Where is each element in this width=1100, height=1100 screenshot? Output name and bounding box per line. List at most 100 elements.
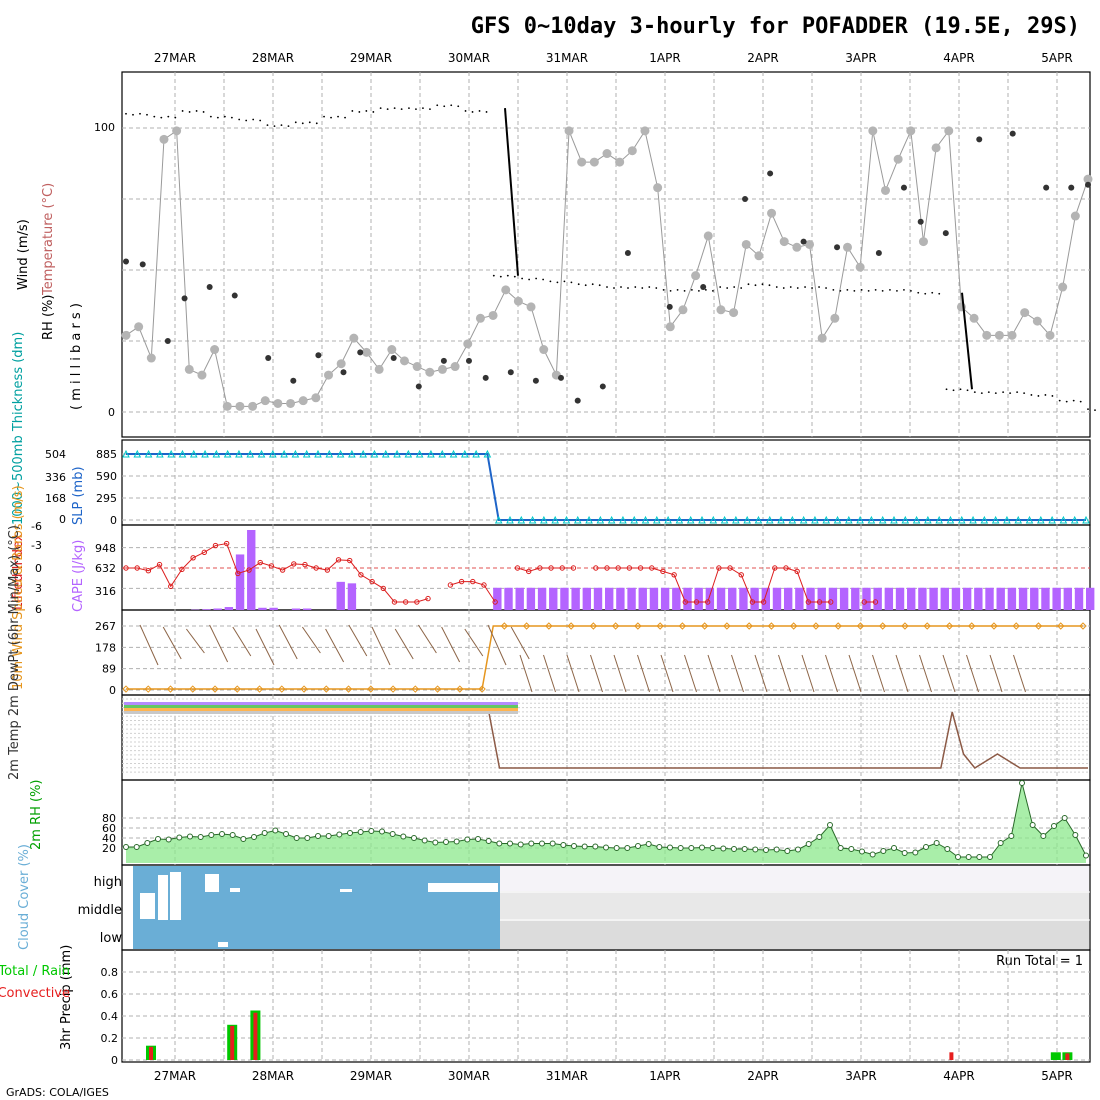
- pressure-dot: [287, 125, 290, 128]
- cloud-gap: [170, 872, 181, 920]
- thickness-point: [336, 449, 345, 458]
- wind-barb: [989, 654, 1003, 693]
- pressure-dot: [1065, 400, 1068, 403]
- pressure-dot: [195, 110, 198, 112]
- date-label-bottom: 31MAR: [546, 1069, 588, 1083]
- wind-barb: [684, 654, 697, 693]
- thickness-point: [867, 515, 876, 524]
- thickness-point: [777, 515, 785, 524]
- upper-ytick-100: 100: [94, 121, 115, 134]
- pressure-dot: [230, 116, 233, 119]
- pressure-dot: [450, 104, 453, 107]
- rh-point: [159, 134, 169, 144]
- cape-bar: [705, 587, 715, 610]
- temp-point: [290, 377, 297, 384]
- rh2m-point: [699, 844, 705, 851]
- rh2m-point: [955, 854, 961, 860]
- pressure-dot: [832, 288, 835, 291]
- wind-barb: [394, 628, 414, 660]
- thickness-point: [788, 515, 797, 524]
- rh2m-point: [592, 843, 599, 850]
- rh2m-point: [389, 831, 396, 837]
- pressure-dot: [1016, 391, 1019, 394]
- cloud-low-bg: [500, 921, 1089, 949]
- rh2m-point: [453, 838, 460, 845]
- rh-point: [830, 313, 840, 323]
- thickness-point: [269, 449, 277, 458]
- thickness-point: [302, 449, 311, 458]
- li-ytick: 0: [35, 562, 42, 575]
- rh2m-point: [1072, 832, 1079, 838]
- rh2m-point: [475, 836, 481, 842]
- slp-series-line: [126, 453, 1086, 521]
- rh2m-point: [517, 841, 524, 848]
- pressure-dot: [775, 286, 778, 288]
- wind-ylabel: 10m Wind Speed & Barbs (m/s): [11, 485, 26, 690]
- rh-series-line: [125, 128, 1089, 407]
- thickness-point: [630, 515, 639, 524]
- wind-speed-point: [522, 622, 531, 630]
- rh2m-point: [432, 839, 439, 846]
- pressure-dot: [973, 391, 976, 394]
- pressure-dot: [125, 112, 127, 115]
- li-series-line: [450, 581, 496, 603]
- thickness-point: [969, 515, 977, 524]
- wind-barb: [942, 654, 956, 693]
- rh-point: [754, 251, 764, 261]
- date-label-bottom: 2APR: [747, 1069, 778, 1083]
- temp-point: [181, 295, 188, 302]
- li-point: [257, 559, 263, 566]
- cape-bar: [985, 587, 994, 610]
- date-label-top: 29MAR: [350, 51, 392, 65]
- rh2m-point: [656, 844, 663, 850]
- rh2m-ylabel: 2m RH (%): [29, 779, 44, 850]
- wind-speed-line: [126, 625, 1083, 690]
- wind-barb: [417, 624, 437, 654]
- rh2m-point: [603, 844, 609, 851]
- date-label-top: 27MAR: [154, 51, 196, 65]
- thickness-point: [246, 449, 255, 458]
- wind-speed-point: [945, 622, 954, 630]
- pressure-dot: [697, 289, 700, 292]
- wind-speed-point: [968, 622, 976, 630]
- pressure-dot: [513, 275, 516, 278]
- temp-point: [1068, 184, 1075, 191]
- pressure-dot: [825, 287, 827, 289]
- cape-bar: [728, 587, 737, 610]
- cape-bar: [862, 587, 871, 610]
- rh2m-point: [123, 844, 129, 850]
- upper-air-frame: [121, 71, 1091, 438]
- pressure-dot: [408, 107, 410, 110]
- temp-point: [206, 284, 213, 291]
- rh2m-point: [709, 845, 716, 851]
- temp-point: [482, 374, 489, 381]
- precip-ylabel: 3hr Precip (mm): [59, 945, 74, 1050]
- cape-bar: [672, 587, 681, 610]
- pressure-dot: [945, 388, 948, 391]
- rh-point: [248, 401, 258, 411]
- rh-point: [729, 308, 739, 318]
- thickness-point: [686, 515, 695, 524]
- rh-point: [387, 345, 397, 355]
- rh-point: [716, 305, 726, 315]
- thickness-point: [540, 515, 548, 524]
- rh-point: [235, 401, 245, 411]
- li-point: [369, 578, 375, 585]
- wind-speed-point: [233, 685, 241, 693]
- precip-frame: [121, 949, 1091, 1063]
- cape-bar: [1041, 587, 1050, 610]
- rh2m-point: [347, 830, 353, 836]
- pressure-dot: [464, 110, 467, 112]
- upper-ylabel-pressure: ( m i l l i b a r s ): [69, 303, 84, 410]
- thickness-point: [189, 449, 198, 458]
- pressure-drop-line: [504, 108, 519, 276]
- thickness-ytick: 0: [59, 513, 66, 526]
- slp-ytick: 590: [96, 470, 117, 483]
- rh2m-point: [923, 844, 929, 850]
- pressure-dot: [259, 119, 262, 122]
- pressure-dot: [216, 116, 219, 119]
- wind-speed-point: [278, 685, 286, 693]
- thickness-point: [765, 515, 774, 524]
- precip-legend-total: Total / Rain: [0, 964, 70, 979]
- pressure-dot: [811, 287, 813, 289]
